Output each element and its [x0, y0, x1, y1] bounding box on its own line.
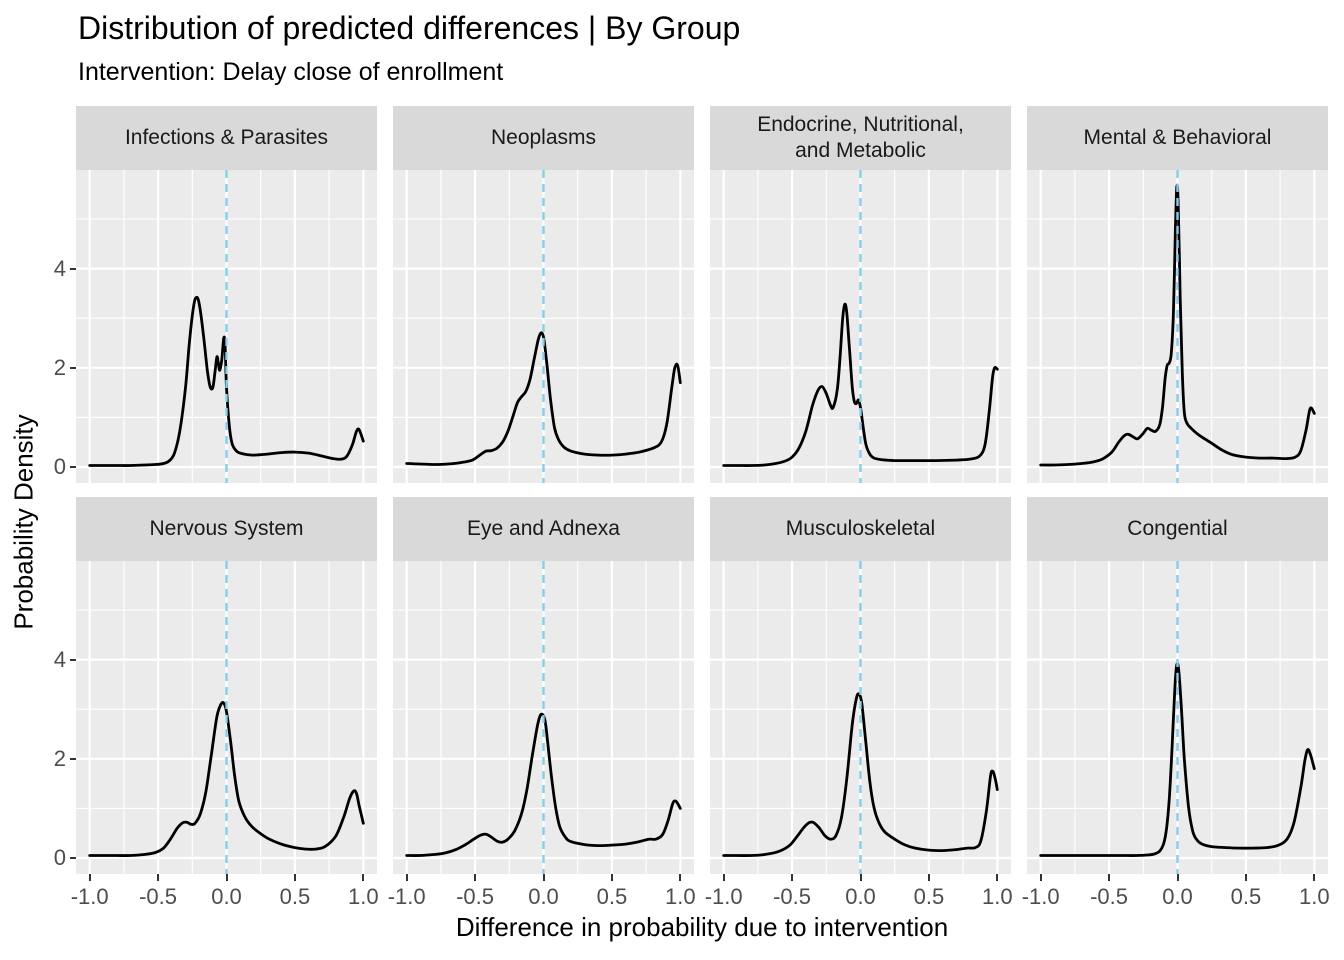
x-tick-mark — [225, 874, 228, 881]
x-tick-label: 0.0 — [211, 884, 242, 909]
facet-strip: Musculoskeletal — [710, 497, 1011, 561]
x-tick-label: 0.5 — [913, 884, 945, 909]
density-curve — [88, 701, 365, 857]
density-curve — [405, 712, 682, 857]
facet-strip: Infections & Parasites — [76, 106, 377, 170]
y-tick-label: 4 — [53, 255, 66, 281]
x-tick-mark — [996, 874, 999, 881]
y-tick-mark — [70, 366, 76, 369]
facet-panel — [76, 170, 377, 483]
x-tick-label: -0.5 — [456, 884, 495, 909]
x-tick-label: 0.5 — [1230, 884, 1262, 909]
y-tick-label: 0 — [53, 845, 66, 870]
facet-strip: Endocrine, Nutritional, and Metabolic — [710, 106, 1011, 170]
facet-strip: Nervous System — [76, 497, 377, 561]
x-tick-mark — [1313, 874, 1316, 881]
x-tick-label: -0.5 — [139, 884, 178, 909]
facet-strip: Mental & Behavioral — [1027, 106, 1328, 170]
x-tick-mark — [859, 874, 862, 881]
facet-strip: Eye and Adnexa — [393, 497, 694, 561]
y-tick-mark — [70, 466, 76, 468]
x-tick-mark — [474, 874, 477, 881]
density-curve — [88, 295, 365, 467]
x-tick-mark — [1244, 874, 1247, 881]
y-tick-label: 2 — [53, 745, 66, 771]
x-tick-mark — [88, 874, 91, 881]
x-tick-mark — [791, 874, 794, 881]
x-tick-label: 1.0 — [1299, 884, 1330, 909]
y-tick-label: 0 — [53, 454, 66, 479]
x-axis-title: Difference in probability due to interve… — [455, 912, 949, 942]
x-tick-label: -1.0 — [387, 884, 426, 909]
x-tick-mark — [362, 874, 365, 881]
x-tick-label: 1.0 — [982, 884, 1013, 909]
x-tick-label: 0.5 — [279, 884, 311, 909]
x-tick-mark — [157, 874, 160, 881]
y-tick-mark — [70, 857, 76, 859]
facet-panel — [710, 170, 1011, 483]
x-tick-mark — [927, 874, 930, 881]
x-tick-label: 1.0 — [348, 884, 379, 909]
x-tick-label: -1.0 — [1021, 884, 1060, 909]
x-tick-label: 1.0 — [665, 884, 696, 909]
facet-panel — [76, 561, 377, 874]
facet-strip-label: Neoplasms — [490, 126, 597, 150]
facet-strip-label: Musculoskeletal — [785, 517, 936, 541]
x-tick-label: -1.0 — [70, 884, 109, 909]
x-tick-mark — [722, 874, 725, 881]
x-tick-label: 0.5 — [596, 884, 628, 909]
x-tick-label: 0.0 — [528, 884, 559, 909]
facet-panel — [1027, 561, 1328, 874]
chart-subtitle: Intervention: Delay close of enrollment — [78, 58, 504, 86]
x-tick-mark — [1176, 874, 1179, 881]
density-curve — [405, 331, 682, 466]
x-tick-mark — [1039, 874, 1042, 881]
x-tick-mark — [610, 874, 613, 881]
y-tick-mark — [70, 757, 76, 760]
x-tick-label: 0.0 — [845, 884, 876, 909]
x-tick-mark — [405, 874, 408, 881]
x-tick-label: -0.5 — [1090, 884, 1129, 909]
facet-strip-label: Congential — [1127, 517, 1228, 541]
density-curve — [1039, 662, 1316, 857]
facet-strip-label: Eye and Adnexa — [467, 517, 620, 541]
y-tick-label: 4 — [53, 646, 66, 672]
facet-strip-label: Endocrine, Nutritional, and Metabolic — [757, 113, 964, 162]
y-tick-mark — [70, 658, 76, 661]
x-tick-label: -0.5 — [773, 884, 812, 909]
x-tick-mark — [293, 874, 296, 881]
facet-panel — [710, 561, 1011, 874]
facet-strip-label: Infections & Parasites — [124, 126, 329, 150]
y-tick-label: 2 — [53, 354, 66, 380]
facet-panel — [393, 170, 694, 483]
y-tick-mark — [70, 267, 76, 270]
density-curve — [722, 692, 999, 857]
chart-title: Distribution of predicted differences | … — [78, 10, 741, 46]
density-curve — [1039, 183, 1316, 467]
facet-strip: Neoplasms — [393, 106, 694, 170]
facet-strip-label: Mental & Behavioral — [1083, 126, 1272, 150]
facet-strip: Congential — [1027, 497, 1328, 561]
density-curve — [722, 302, 999, 467]
facet-panel — [1027, 170, 1328, 483]
facet-strip-label: Nervous System — [149, 517, 304, 541]
facet-panel — [393, 561, 694, 874]
x-tick-mark — [679, 874, 682, 881]
x-tick-label: -1.0 — [704, 884, 743, 909]
x-tick-mark — [542, 874, 545, 881]
x-tick-mark — [1108, 874, 1111, 881]
x-tick-label: 0.0 — [1162, 884, 1193, 909]
y-axis-title: Probability Density — [8, 414, 39, 630]
